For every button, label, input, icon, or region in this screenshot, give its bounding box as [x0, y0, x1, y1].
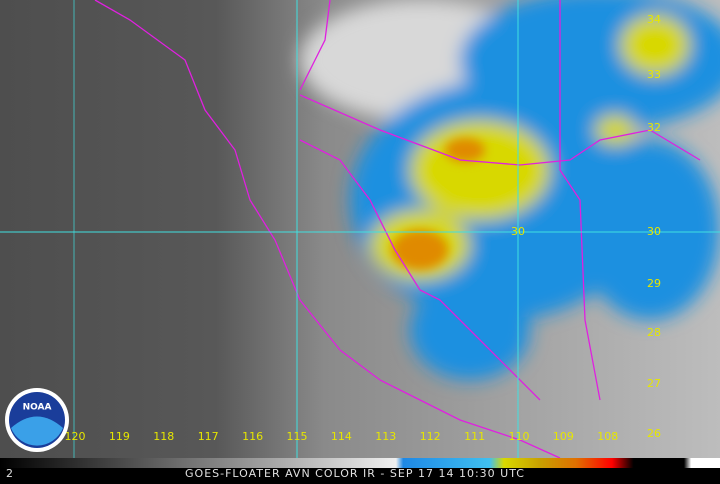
latitude-label: 28 — [647, 326, 661, 339]
frame-number: 2 — [6, 467, 13, 480]
cloud-field — [300, 0, 720, 380]
longitude-label: 115 — [287, 430, 308, 443]
latitude-label: 30 — [647, 225, 661, 238]
longitude-label: 113 — [375, 430, 396, 443]
latitude-label: 34 — [647, 13, 661, 26]
latitude-labels: 34 33 32 30 29 28 27 26 — [647, 13, 661, 440]
longitude-labels: 120 119 118 117 116 115 114 113 112 111 110 109 108 — [65, 430, 619, 443]
latitude-label: 26 — [647, 427, 661, 440]
latitude-label: 29 — [647, 277, 661, 290]
coastlines — [94, 0, 701, 459]
longitude-label: 110 — [509, 430, 530, 443]
logo-text: NOAA — [23, 403, 52, 413]
longitude-label: 112 — [420, 430, 441, 443]
caption: GOES-FLOATER AVN COLOR IR - SEP 17 14 10… — [185, 467, 525, 480]
color-scale — [0, 458, 720, 468]
longitude-label: 117 — [198, 430, 219, 443]
latitude-label: 33 — [647, 68, 661, 81]
longitude-label: 108 — [597, 430, 618, 443]
longitude-label: 114 — [331, 430, 352, 443]
caption-bar — [0, 468, 720, 480]
longitude-label: 118 — [153, 430, 174, 443]
grid-label: 30 — [511, 225, 525, 238]
longitude-label: 120 — [65, 430, 86, 443]
noaa-logo: NOAA — [5, 388, 69, 452]
longitude-label: 109 — [553, 430, 574, 443]
cloud-core — [392, 138, 485, 270]
longitude-label: 111 — [464, 430, 485, 443]
longitude-label: 116 — [242, 430, 263, 443]
graticule — [0, 0, 720, 458]
latitude-label: 27 — [647, 377, 661, 390]
longitude-label: 119 — [109, 430, 130, 443]
latitude-label: 32 — [647, 121, 661, 134]
